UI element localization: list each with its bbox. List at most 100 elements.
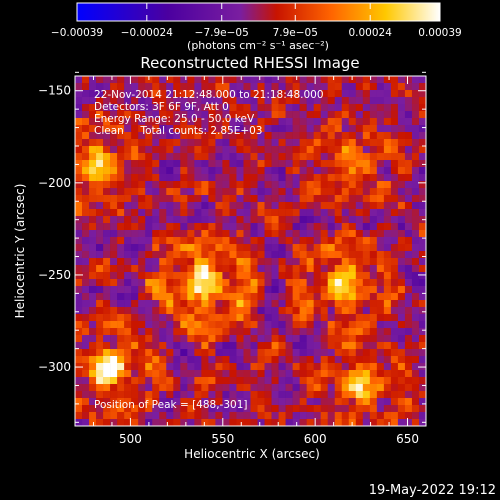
heatmap-cell (152, 363, 160, 371)
heatmap-cell (75, 314, 83, 322)
heatmap-cell (229, 181, 237, 189)
heatmap-cell (285, 279, 293, 287)
heatmap-cell (362, 104, 371, 112)
heatmap-cell (215, 265, 223, 273)
heatmap-cell (362, 300, 371, 308)
heatmap-cell (271, 300, 279, 308)
annotation-clean-counts: Clean Total counts: 2.85E+03 (94, 125, 263, 137)
heatmap-cell (397, 125, 406, 133)
heatmap-cell (292, 342, 300, 350)
heatmap-cell (257, 314, 265, 322)
heatmap-cell (131, 307, 139, 315)
heatmap-cell (383, 279, 392, 287)
heatmap-cell (110, 104, 118, 112)
heatmap-cell (285, 209, 293, 217)
heatmap-cell (152, 300, 160, 308)
heatmap-cell (327, 167, 336, 175)
heatmap-cell (166, 391, 174, 399)
heatmap-cell (138, 216, 146, 224)
heatmap-cell (313, 111, 321, 119)
heatmap-cell (327, 223, 336, 231)
heatmap-cell (215, 97, 223, 105)
heatmap-cell (334, 167, 343, 175)
heatmap-cell (124, 321, 132, 329)
heatmap-cell (152, 412, 160, 420)
heatmap-cell (306, 83, 314, 91)
heatmap-cell (166, 300, 174, 308)
heatmap-cell (131, 97, 139, 105)
heatmap-cell (264, 328, 272, 336)
heatmap-cell (264, 279, 272, 287)
heatmap-cell (306, 111, 314, 119)
heatmap-cell (397, 419, 406, 427)
heatmap-cell (404, 153, 413, 161)
heatmap-cell (145, 300, 153, 308)
heatmap-cell (334, 146, 343, 154)
heatmap-cell (208, 216, 216, 224)
heatmap-cell (222, 104, 230, 112)
heatmap-cell (292, 90, 300, 98)
heatmap-cell (257, 83, 265, 91)
heatmap-cell (383, 272, 392, 280)
heatmap-cell (110, 139, 118, 147)
heatmap-cell (201, 279, 209, 287)
heatmap-cell (110, 230, 118, 238)
heatmap-cell (299, 398, 307, 406)
heatmap-cell (390, 251, 399, 259)
heatmap-cell (320, 160, 329, 168)
heatmap-cell (201, 335, 209, 343)
heatmap-cell (145, 321, 153, 329)
heatmap-cell (355, 300, 364, 308)
heatmap-cell (278, 384, 286, 392)
heatmap-cell (397, 118, 406, 126)
heatmap-cell (404, 377, 413, 385)
heatmap-cell (159, 412, 167, 420)
heatmap-cell (138, 160, 146, 168)
heatmap-cell (180, 195, 188, 203)
heatmap-cell (292, 230, 300, 238)
heatmap-cell (327, 419, 336, 427)
heatmap-cell (89, 279, 97, 287)
heatmap-cell (404, 90, 413, 98)
heatmap-cell (418, 398, 427, 406)
heatmap-cell (75, 188, 83, 196)
heatmap-cell (250, 132, 258, 140)
heatmap-cell (285, 300, 293, 308)
heatmap-cell (201, 349, 209, 357)
heatmap-cell (390, 132, 399, 140)
heatmap-cell (383, 258, 392, 266)
heatmap-cell (355, 384, 364, 392)
heatmap-cell (138, 258, 146, 266)
heatmap-cell (222, 335, 230, 343)
heatmap-cell (376, 377, 385, 385)
heatmap-cell (334, 398, 343, 406)
heatmap-cell (320, 251, 329, 259)
heatmap-cell (292, 97, 300, 105)
heatmap-cell (96, 328, 104, 336)
heatmap-cell (152, 104, 160, 112)
heatmap-cell (250, 251, 258, 259)
heatmap-cell (166, 153, 174, 161)
heatmap-cell (411, 279, 420, 287)
heatmap-cell (103, 335, 111, 343)
heatmap-cell (411, 153, 420, 161)
heatmap-cell (348, 293, 357, 301)
heatmap-cell (159, 216, 167, 224)
heatmap-cell (320, 139, 329, 147)
heatmap-cell (250, 300, 258, 308)
heatmap-cell (194, 251, 202, 259)
heatmap-cell (82, 307, 90, 315)
heatmap-cell (348, 342, 357, 350)
heatmap-cell (89, 342, 97, 350)
heatmap-cell (334, 412, 343, 420)
heatmap-cell (278, 412, 286, 420)
heatmap-cell (229, 370, 237, 378)
heatmap-cell (138, 307, 146, 315)
heatmap-cell (173, 97, 181, 105)
heatmap-cell (250, 181, 258, 189)
heatmap-cell (285, 265, 293, 273)
heatmap-cell (75, 181, 83, 189)
heatmap-cell (243, 132, 251, 140)
heatmap-cell (82, 279, 90, 287)
